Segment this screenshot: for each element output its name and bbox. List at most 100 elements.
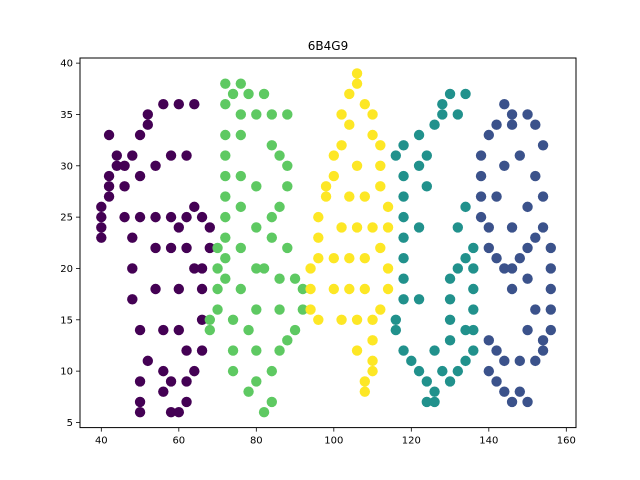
scatter-point (499, 160, 510, 171)
scatter-point (134, 170, 146, 182)
scatter-point (313, 253, 324, 264)
scatter-point (103, 191, 115, 202)
scatter-point (181, 242, 192, 254)
scatter-point (251, 263, 262, 274)
scatter-point (344, 191, 355, 202)
y-tick-label: 30 (60, 161, 73, 172)
scatter-point (452, 365, 464, 377)
scatter-point (398, 170, 409, 182)
scatter-point (460, 201, 471, 213)
scatter-point (483, 335, 495, 346)
scatter-point (351, 314, 363, 325)
scatter-point (398, 273, 409, 284)
scatter-point (444, 314, 456, 325)
scatter-point (204, 222, 216, 233)
scatter-point (282, 160, 293, 171)
scatter-point (320, 181, 332, 192)
scatter-point (204, 314, 216, 325)
scatter-point (181, 345, 192, 356)
scatter-point (266, 109, 278, 120)
scatter-point (545, 263, 557, 274)
scatter-point (444, 294, 456, 305)
scatter-point (375, 242, 386, 254)
scatter-point (382, 201, 394, 213)
scatter-point (173, 99, 185, 110)
scatter-point (96, 222, 107, 233)
y-tick-label: 5 (67, 418, 73, 429)
scatter-point (173, 407, 185, 418)
scatter-point (305, 283, 316, 295)
scatter-point (251, 109, 262, 120)
scatter-point (444, 273, 456, 284)
scatter-point (367, 222, 378, 233)
scatter-point (96, 211, 107, 223)
scatter-point (289, 273, 301, 284)
scatter-point (506, 263, 518, 274)
scatter-point (289, 324, 301, 336)
scatter-point (158, 386, 169, 397)
scatter-point (96, 232, 107, 243)
scatter-point (235, 170, 247, 182)
scatter-point (444, 88, 456, 100)
scatter-point (514, 150, 526, 161)
scatter-point (119, 181, 130, 192)
scatter-point (158, 99, 169, 110)
scatter-point (506, 109, 518, 120)
scatter-point (150, 283, 161, 295)
scatter-point (537, 140, 549, 151)
scatter-point (460, 355, 471, 367)
scatter-point (530, 304, 541, 315)
scatter-point (460, 253, 471, 264)
scatter-point (359, 99, 371, 110)
scatter-point (297, 283, 309, 295)
scatter-point (359, 253, 371, 264)
scatter-point (375, 304, 386, 315)
x-tick-label: 80 (250, 436, 263, 447)
scatter-point (483, 365, 495, 377)
scatter-point (413, 294, 425, 305)
scatter-point (367, 355, 378, 367)
scatter-point (499, 263, 510, 274)
scatter-point (220, 232, 231, 243)
scatter-point (274, 201, 285, 213)
scatter-point (227, 88, 239, 100)
scatter-point (429, 396, 440, 408)
scatter-point (274, 273, 285, 284)
scatter-point (359, 376, 371, 387)
scatter-point (452, 263, 464, 274)
scatter-point (413, 129, 425, 141)
scatter-point (134, 376, 146, 387)
chart-title: 6B4G9 (308, 39, 348, 53)
scatter-point (258, 88, 270, 100)
scatter-point (158, 324, 169, 336)
scatter-point (142, 109, 154, 120)
scatter-point (537, 222, 549, 233)
scatter-point (452, 109, 464, 120)
scatter-point (475, 191, 487, 202)
scatter-point (537, 335, 549, 346)
scatter-point (336, 109, 347, 120)
scatter-point (212, 304, 223, 315)
scatter-point (243, 386, 254, 397)
scatter-point (367, 109, 378, 120)
scatter-point (328, 283, 340, 295)
scatter-point (522, 273, 533, 284)
scatter-point (111, 150, 123, 161)
scatter-point (227, 345, 239, 356)
scatter-point (336, 314, 347, 325)
scatter-point (251, 304, 262, 315)
scatter-point (111, 160, 123, 171)
scatter-point (134, 396, 146, 408)
scatter-point (274, 304, 285, 315)
scatter-point (150, 160, 161, 171)
scatter-point (173, 222, 185, 233)
scatter-point (398, 211, 409, 223)
scatter-point (437, 109, 448, 120)
scatter-point (127, 150, 138, 161)
scatter-point (413, 160, 425, 171)
scatter-point (475, 211, 487, 223)
scatter-point (522, 324, 533, 336)
scatter-point (165, 407, 177, 418)
scatter-point (173, 324, 185, 336)
x-tick-label: 160 (557, 436, 576, 447)
